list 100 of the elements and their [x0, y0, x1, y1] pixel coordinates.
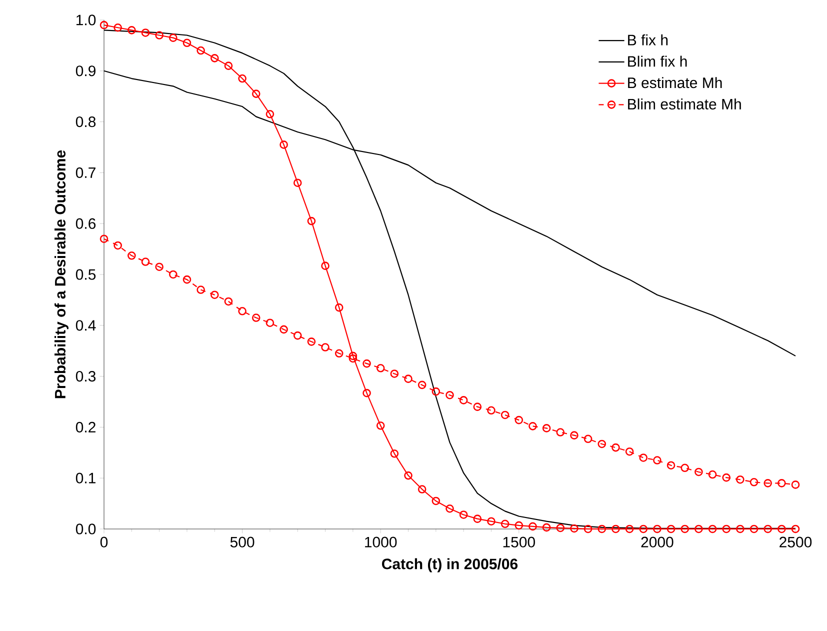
point	[639, 524, 648, 534]
point	[128, 252, 136, 260]
x-tick-label: 2000	[641, 536, 674, 548]
point	[266, 318, 274, 327]
point	[528, 522, 537, 531]
point	[612, 443, 620, 452]
point	[100, 20, 108, 30]
point	[280, 140, 288, 149]
point	[432, 387, 440, 396]
point	[514, 416, 524, 424]
point	[736, 524, 744, 534]
point	[791, 480, 800, 489]
point	[666, 524, 676, 534]
point	[418, 380, 426, 390]
point	[224, 62, 233, 70]
point	[196, 46, 205, 55]
point	[100, 234, 108, 244]
point	[238, 306, 246, 316]
point	[446, 504, 454, 513]
point	[155, 31, 164, 40]
point	[680, 524, 690, 534]
legend-label: B estimate Mh	[628, 77, 722, 88]
point	[473, 514, 482, 523]
point	[418, 485, 426, 494]
point	[750, 478, 758, 486]
point	[750, 524, 758, 534]
legend-label: B fix h	[628, 34, 668, 46]
point	[736, 475, 744, 484]
point	[514, 521, 524, 530]
point	[210, 54, 219, 62]
point	[694, 468, 703, 476]
point	[446, 390, 454, 400]
y-tick-label: 0.5	[76, 269, 96, 280]
point	[169, 34, 178, 42]
legend-label: Blim estimate Mh	[628, 98, 741, 110]
point	[764, 524, 772, 534]
point	[653, 456, 662, 464]
point	[376, 364, 385, 372]
x-axis-title: Catch (t) in 2005/06	[382, 558, 518, 572]
x-tick-label: 0	[100, 536, 108, 548]
point	[764, 479, 772, 488]
point	[266, 110, 274, 118]
point	[252, 90, 260, 98]
point	[722, 524, 730, 534]
legend-label: Blim fix h	[628, 56, 687, 67]
point	[694, 524, 703, 534]
point	[708, 470, 717, 479]
point	[293, 178, 302, 188]
point	[459, 396, 468, 404]
point	[778, 524, 786, 534]
y-tick-label: 0.2	[76, 422, 96, 432]
point	[500, 410, 510, 420]
point	[155, 262, 164, 271]
point	[114, 241, 122, 250]
point	[404, 374, 412, 383]
point	[598, 440, 606, 448]
point	[252, 314, 260, 322]
point	[473, 402, 482, 411]
point	[542, 424, 551, 432]
x-tick-label: 1000	[365, 536, 397, 548]
point	[114, 23, 122, 32]
y-tick-label: 0.8	[76, 116, 96, 128]
x-tick-label: 1500	[503, 536, 535, 548]
point	[182, 38, 192, 48]
point	[293, 331, 302, 340]
point	[348, 352, 358, 360]
y-tick-label: 0.3	[76, 370, 96, 382]
y-axis-title: Probability of a Desirable Outcome	[54, 150, 68, 398]
point	[348, 354, 358, 363]
point	[542, 523, 551, 532]
point	[169, 270, 178, 279]
point	[182, 275, 192, 284]
point	[362, 388, 371, 398]
point	[321, 262, 330, 270]
y-tick-label: 0.4	[76, 320, 96, 331]
y-tick-label: 0.7	[76, 167, 96, 178]
point	[224, 297, 233, 306]
point	[141, 28, 150, 37]
x-tick-label: 500	[230, 536, 254, 548]
point	[639, 454, 648, 462]
point	[334, 303, 344, 312]
point	[196, 286, 205, 294]
point	[280, 325, 288, 334]
x-tick-label: 2500	[780, 536, 812, 548]
point	[390, 370, 399, 378]
point	[307, 338, 316, 346]
point	[334, 349, 344, 358]
point	[680, 464, 690, 472]
point	[612, 524, 620, 534]
point	[570, 431, 578, 440]
point	[376, 422, 385, 430]
y-tick-label: 0.1	[76, 472, 96, 484]
point	[570, 524, 578, 533]
y-tick-label: 0.0	[76, 524, 96, 534]
point	[528, 422, 537, 430]
point	[556, 524, 565, 532]
point	[362, 359, 371, 368]
point	[321, 343, 330, 352]
point	[584, 524, 592, 534]
point	[708, 524, 717, 534]
